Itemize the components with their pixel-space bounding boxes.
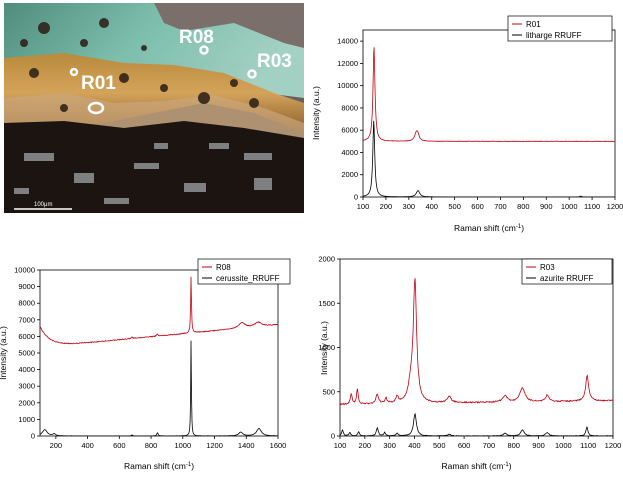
x-tick-label: 300 <box>383 441 396 450</box>
y-tick-label: 14000 <box>337 37 358 46</box>
y-tick-label: 500 <box>322 387 335 396</box>
legend-box <box>521 258 613 285</box>
x-tick-label: 400 <box>425 202 438 211</box>
x-tick-label: 1000 <box>555 441 572 450</box>
spot-r01 <box>69 67 79 77</box>
y-tick-label: 0 <box>331 432 335 441</box>
x-tick-label: 100 <box>334 441 347 450</box>
legend-box <box>507 15 613 42</box>
analysis-spots <box>69 45 257 115</box>
series-line-azurite-rruff <box>340 412 613 436</box>
x-tick-label: 400 <box>81 441 94 450</box>
x-tick-label: 900 <box>532 441 545 450</box>
y-tick-label: 5000 <box>18 349 35 358</box>
y-tick-label: 10000 <box>337 81 358 90</box>
y-tick-label: 0 <box>31 432 35 441</box>
photo-label-r03: R03 <box>257 51 292 72</box>
x-tick-label: 1400 <box>238 441 255 450</box>
series-line-r03 <box>340 278 613 406</box>
x-tick-label: 200 <box>359 441 372 450</box>
plot-frame <box>339 258 614 437</box>
x-tick-label: 1100 <box>580 441 596 450</box>
x-tick-label: 700 <box>494 202 507 211</box>
legend-label: R08 <box>216 263 231 272</box>
y-tick-label: 8000 <box>341 103 358 112</box>
x-axis-label: Raman shift (cm-1) <box>124 461 194 471</box>
x-tick-label: 700 <box>483 441 496 450</box>
photo-svg: R08 R03 R01 100μm <box>4 3 304 213</box>
x-tick-label: 200 <box>50 441 63 450</box>
x-tick-label: 800 <box>517 202 530 211</box>
legend-label: azurite RRUFF <box>540 274 593 283</box>
dark-particles <box>20 18 259 112</box>
y-tick-label: 2000 <box>318 255 335 264</box>
x-tick-label: 1200 <box>607 202 623 211</box>
x-tick-label: 400 <box>408 441 421 450</box>
microscopy-image: R08 R03 R01 100μm <box>4 3 304 213</box>
x-tick-label: 900 <box>540 202 553 211</box>
legend-label: litharge RRUFF <box>526 31 582 40</box>
y-tick-label: 6000 <box>341 126 358 135</box>
x-tick-label: 1600 <box>270 441 287 450</box>
series-line-cerussite-rruff <box>40 340 278 436</box>
spot-r03 <box>247 69 257 79</box>
y-tick-label: 7000 <box>18 315 35 324</box>
series-line-r08 <box>40 276 278 345</box>
y-axis-label: Intensity (a.u.) <box>311 86 321 140</box>
legend-label: cerussite_RRUFF <box>216 274 280 283</box>
y-tick-label: 6000 <box>18 332 35 341</box>
x-tick-label: 300 <box>403 202 416 211</box>
photo-label-r01: R01 <box>81 73 116 94</box>
y-tick-label: 1000 <box>318 343 335 352</box>
y-tick-label: 8000 <box>18 299 35 308</box>
y-tick-label: 3000 <box>18 382 35 391</box>
photo-label-r08: R08 <box>179 27 214 48</box>
series-line-r01 <box>363 47 615 142</box>
x-tick-label: 1200 <box>206 441 223 450</box>
x-tick-label: 100 <box>357 202 370 211</box>
spot-r08 <box>199 45 209 55</box>
y-axis-label: Intensity (a.u.) <box>319 321 329 375</box>
series-line-litharge-rruff <box>363 120 615 197</box>
x-tick-label: 1000 <box>174 441 191 450</box>
legend-box <box>197 258 291 285</box>
x-tick-label: 600 <box>113 441 126 450</box>
x-tick-label: 600 <box>458 441 471 450</box>
y-tick-label: 4000 <box>341 148 358 157</box>
y-tick-label: 1000 <box>18 415 35 424</box>
x-axis-label: Raman shift (cm-1) <box>454 223 524 233</box>
y-tick-label: 4000 <box>18 365 35 374</box>
spot-r01-big <box>87 101 105 115</box>
y-tick-label: 10000 <box>14 266 35 275</box>
plot-frame <box>39 269 279 437</box>
y-tick-label: 2000 <box>341 170 358 179</box>
plot-frame <box>362 29 616 198</box>
scale-bar-label: 100μm <box>34 202 52 208</box>
legend-label: R01 <box>526 20 541 29</box>
light-particles <box>14 143 272 204</box>
y-tick-label: 1500 <box>318 299 335 308</box>
y-tick-label: 9000 <box>18 282 35 291</box>
x-tick-label: 1200 <box>605 441 622 450</box>
x-tick-label: 600 <box>471 202 484 211</box>
x-tick-label: 500 <box>433 441 446 450</box>
y-axis-label: Intensity (a.u.) <box>0 326 8 380</box>
x-axis-label: Raman shift (cm-1) <box>441 461 511 471</box>
y-tick-label: 2000 <box>18 398 35 407</box>
x-tick-label: 200 <box>380 202 393 211</box>
y-tick-label: 12000 <box>337 59 358 68</box>
legend-label: R03 <box>540 263 555 272</box>
x-tick-label: 800 <box>507 441 520 450</box>
x-tick-label: 500 <box>448 202 461 211</box>
x-tick-label: 1000 <box>561 202 578 211</box>
x-tick-label: 800 <box>145 441 158 450</box>
x-tick-label: 1100 <box>584 202 600 211</box>
y-tick-label: 0 <box>354 193 358 202</box>
